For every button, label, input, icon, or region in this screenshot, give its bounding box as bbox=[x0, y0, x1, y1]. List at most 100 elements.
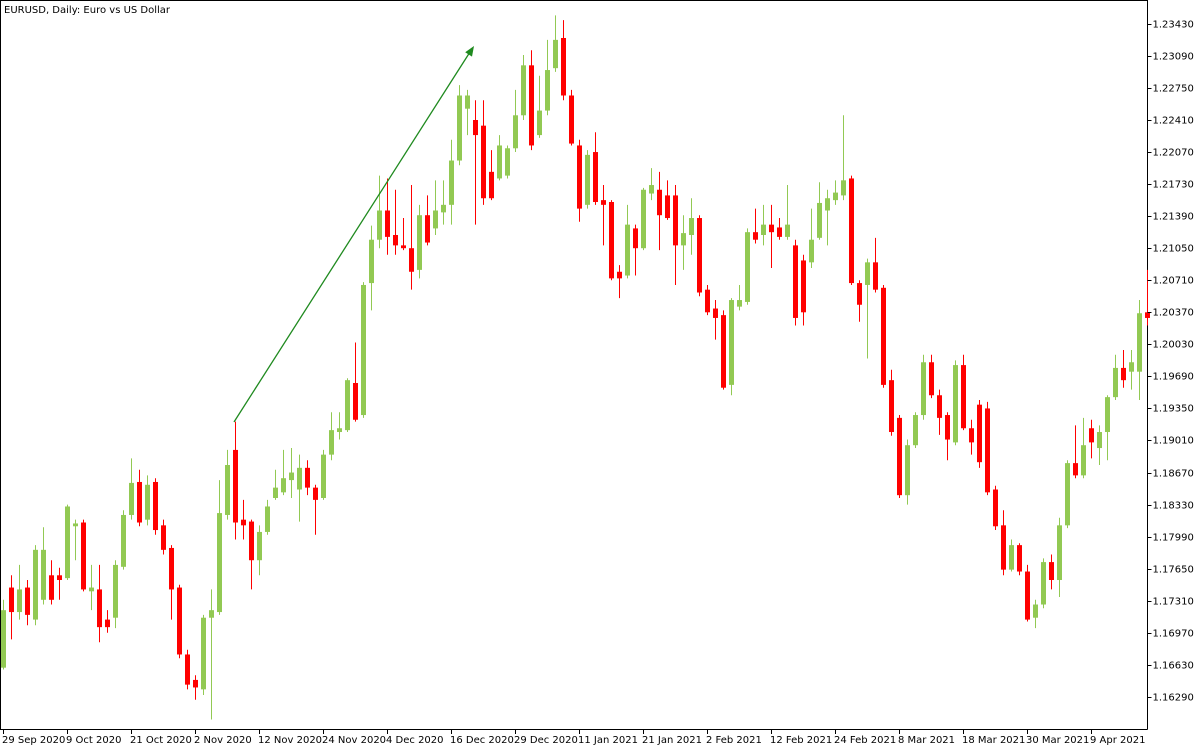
candle-body bbox=[9, 587, 14, 613]
candle-body bbox=[1041, 562, 1046, 605]
x-tick-label: 12 Nov 2020 bbox=[258, 735, 322, 746]
x-tick-label: 21 Jan 2021 bbox=[642, 735, 702, 746]
y-tick-label: 1.23090 bbox=[1153, 52, 1194, 63]
candle-body bbox=[145, 484, 150, 520]
candle-body bbox=[737, 300, 742, 307]
candle-body bbox=[1033, 604, 1038, 618]
candle-body bbox=[209, 610, 214, 618]
x-tick-label: 12 Feb 2021 bbox=[770, 735, 832, 746]
y-tick-label: 1.17310 bbox=[1153, 597, 1194, 608]
candle-body bbox=[353, 382, 358, 420]
candle-body bbox=[777, 227, 782, 237]
candle-body bbox=[369, 239, 374, 284]
candle-body bbox=[489, 171, 494, 199]
candle-body bbox=[761, 224, 766, 236]
candle-body bbox=[537, 110, 542, 136]
candle-body bbox=[473, 120, 478, 136]
candle-body bbox=[713, 308, 718, 318]
x-tick-label: 4 Dec 2020 bbox=[386, 735, 444, 746]
candle-body bbox=[457, 95, 462, 161]
candle-body bbox=[249, 521, 254, 561]
candle-body bbox=[1089, 428, 1094, 443]
candle-body bbox=[177, 587, 182, 655]
candle-body bbox=[993, 489, 998, 527]
candle-body bbox=[913, 415, 918, 446]
candle-body bbox=[665, 195, 670, 219]
candle-body bbox=[1065, 463, 1070, 526]
candle-body bbox=[89, 587, 94, 592]
candle-body bbox=[449, 160, 454, 205]
x-tick-label: 29 Dec 2020 bbox=[514, 735, 578, 746]
candle-body bbox=[361, 284, 366, 416]
candle-body bbox=[801, 260, 806, 313]
candle-body bbox=[617, 271, 622, 279]
candle-body bbox=[409, 248, 414, 272]
candle-body bbox=[1009, 545, 1014, 570]
candle-body bbox=[1145, 312, 1150, 318]
candle-body bbox=[929, 362, 934, 396]
candle-body bbox=[961, 365, 966, 429]
y-tick-label: 1.19690 bbox=[1153, 372, 1194, 383]
candle-body bbox=[41, 549, 46, 600]
candle-body bbox=[241, 519, 246, 526]
candle-body bbox=[1, 610, 6, 668]
candles bbox=[1, 15, 1150, 720]
candle-body bbox=[105, 619, 110, 628]
trend-arrow bbox=[233, 51, 471, 423]
candle-body bbox=[1105, 397, 1110, 433]
candle-body bbox=[753, 232, 758, 240]
candle-body bbox=[289, 472, 294, 481]
candle-body bbox=[641, 189, 646, 249]
candle-body bbox=[969, 428, 974, 443]
candle-body bbox=[601, 200, 606, 205]
y-tick-label: 1.17990 bbox=[1153, 533, 1194, 544]
candle-body bbox=[897, 417, 902, 496]
candle-body bbox=[681, 233, 686, 246]
candle-body bbox=[49, 575, 54, 600]
candle-body bbox=[321, 454, 326, 498]
candle-body bbox=[1025, 571, 1030, 620]
candle-body bbox=[273, 487, 278, 498]
candle-body bbox=[865, 262, 870, 285]
candle-body bbox=[729, 300, 734, 385]
y-tick-label: 1.19010 bbox=[1153, 436, 1194, 447]
candle-body bbox=[185, 654, 190, 685]
x-tick-label: 29 Sep 2020 bbox=[2, 735, 65, 746]
candle-body bbox=[673, 195, 678, 246]
y-tick-label: 1.20030 bbox=[1153, 340, 1194, 351]
candle-body bbox=[153, 481, 158, 531]
y-tick-label: 1.20710 bbox=[1153, 276, 1194, 287]
candle-body bbox=[33, 549, 38, 620]
x-tick-label: 9 Apr 2021 bbox=[1090, 735, 1145, 746]
candle-body bbox=[577, 145, 582, 209]
candle-body bbox=[545, 70, 550, 111]
x-tick-label: 24 Feb 2021 bbox=[834, 735, 896, 746]
candle-body bbox=[1017, 545, 1022, 572]
y-tick-label: 1.19350 bbox=[1153, 404, 1194, 415]
candle-body bbox=[465, 95, 470, 109]
candle-body bbox=[25, 587, 30, 615]
candle-body bbox=[1081, 445, 1086, 476]
candle-body bbox=[633, 228, 638, 249]
x-tick-label: 16 Dec 2020 bbox=[450, 735, 514, 746]
candle-body bbox=[81, 522, 86, 590]
y-tick-label: 1.16970 bbox=[1153, 629, 1194, 640]
candle-body bbox=[305, 467, 310, 488]
candle-body bbox=[73, 523, 78, 527]
candle-body bbox=[1097, 432, 1102, 449]
candle-body bbox=[849, 178, 854, 284]
candle-body bbox=[233, 449, 238, 523]
candle-body bbox=[265, 506, 270, 532]
candle-body bbox=[417, 215, 422, 270]
candle-body bbox=[945, 415, 950, 440]
x-tick-label: 11 Jan 2021 bbox=[578, 735, 638, 746]
candle-body bbox=[689, 218, 694, 236]
candle-body bbox=[393, 235, 398, 246]
candle-body bbox=[1057, 525, 1062, 581]
candle-body bbox=[97, 589, 102, 628]
candle-body bbox=[17, 589, 22, 613]
y-tick-label: 1.16290 bbox=[1153, 693, 1194, 704]
candle-body bbox=[425, 215, 430, 243]
